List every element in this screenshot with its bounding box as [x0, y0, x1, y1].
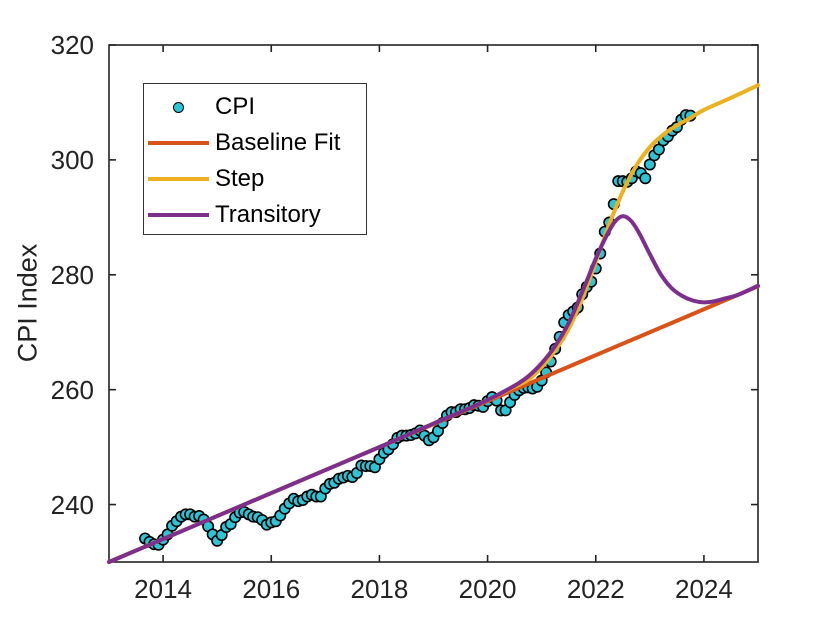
x-tick-label: 2018 — [350, 574, 409, 604]
y-tick-label: 300 — [50, 144, 94, 175]
cpi-data-point — [652, 143, 665, 156]
legend-sample-holder — [144, 141, 212, 145]
legend-row-step: Step — [144, 161, 366, 197]
legend-sample-holder — [144, 177, 212, 181]
baseline-line-icon — [147, 141, 209, 145]
legend-label-baseline: Baseline Fit — [215, 129, 341, 156]
legend-sample-holder — [144, 101, 212, 113]
cpi-data-point — [643, 158, 656, 171]
transitory-curve — [107, 214, 760, 564]
legend-sample-holder — [144, 213, 212, 217]
cpi-data-point — [639, 172, 652, 185]
legend-row-cpi: CPI — [144, 89, 366, 125]
cpi-marker-icon — [172, 101, 184, 113]
legend: CPI Baseline Fit Step Transitory — [143, 83, 367, 235]
x-tick-label: 2022 — [566, 574, 625, 604]
y-tick-label: 260 — [50, 374, 94, 405]
y-tick-label: 280 — [50, 259, 94, 290]
legend-label-step: Step — [215, 165, 265, 192]
transitory-line-icon — [147, 213, 209, 217]
x-tick-label: 2014 — [134, 574, 192, 604]
x-tick-label: 2024 — [674, 574, 733, 604]
x-tick-label: 2016 — [242, 574, 301, 604]
legend-row-transitory: Transitory — [144, 197, 366, 233]
y-tick-label: 240 — [50, 489, 94, 520]
legend-label-transitory: Transitory — [215, 201, 321, 228]
legend-row-baseline: Baseline Fit — [144, 125, 366, 161]
axes-frame — [108, 44, 759, 563]
x-tick-label: 2020 — [458, 574, 517, 604]
y-tick-label: 320 — [50, 30, 94, 60]
legend-label-cpi: CPI — [215, 93, 256, 120]
step-line-icon — [147, 177, 209, 181]
